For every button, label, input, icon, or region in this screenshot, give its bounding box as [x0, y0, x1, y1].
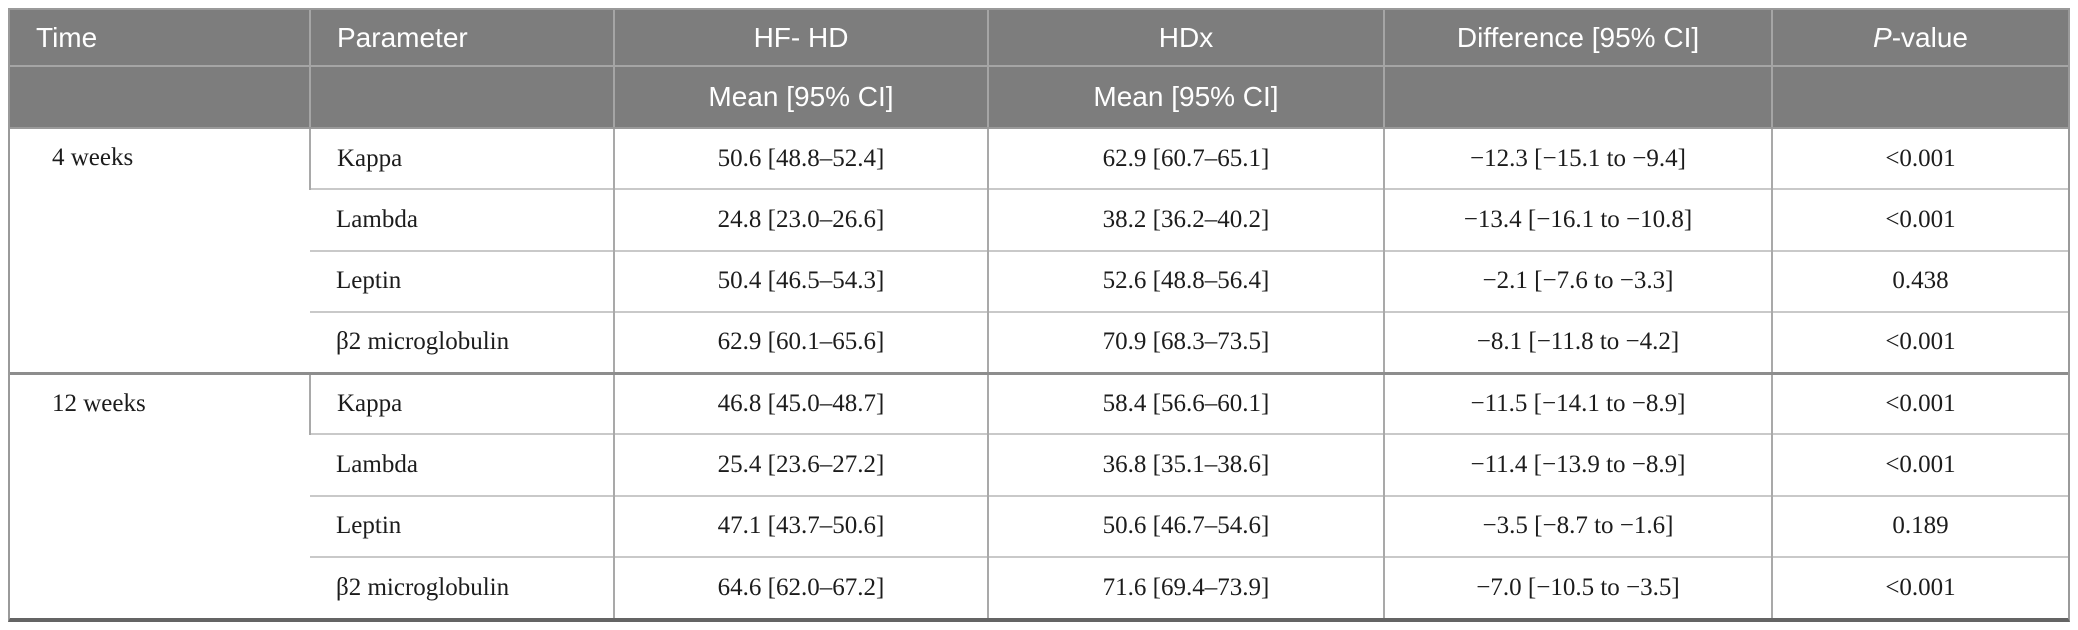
difference-cell: −12.3 [−15.1 to −9.4] [1383, 126, 1772, 190]
pvalue-cell: 0.438 [1771, 249, 2068, 312]
hdx-cell: 70.9 [68.3–73.5] [987, 310, 1384, 373]
hdx-cell: 58.4 [56.6–60.1] [987, 371, 1384, 435]
time-cell: 12 weeks [10, 371, 310, 618]
hfhd-cell: 62.9 [60.1–65.6] [613, 310, 988, 373]
difference-cell: −2.1 [−7.6 to −3.3] [1383, 249, 1772, 312]
subheader-hfhd-mean-ci: Mean [95% CI] [613, 66, 988, 129]
column-header-parameter: Parameter [309, 10, 614, 67]
hdx-cell: 36.8 [35.1–38.6] [987, 433, 1384, 496]
subheader-parameter-empty [309, 66, 614, 129]
pvalue-cell: <0.001 [1771, 310, 2068, 373]
table-row: β2 microglobulin 62.9 [60.1–65.6] 70.9 [… [10, 310, 2068, 373]
subheader-difference-empty [1383, 66, 1772, 129]
column-header-difference: Difference [95% CI] [1383, 10, 1772, 67]
header-row-1: Time Parameter HF- HD HDx Difference [95… [10, 10, 2068, 67]
hdx-cell: 62.9 [60.7–65.1] [987, 126, 1384, 190]
hfhd-cell: 64.6 [62.0–67.2] [613, 555, 988, 618]
table-row: Leptin 47.1 [43.7–50.6] 50.6 [46.7–54.6]… [10, 494, 2068, 557]
hdx-cell: 71.6 [69.4–73.9] [987, 555, 1384, 618]
pvalue-cell: <0.001 [1771, 433, 2068, 496]
parameter-cell: Leptin [310, 494, 614, 557]
column-header-pvalue: P-value [1771, 10, 2068, 67]
hfhd-cell: 47.1 [43.7–50.6] [613, 494, 988, 557]
pvalue-cell: <0.001 [1771, 126, 2068, 190]
pvalue-cell: <0.001 [1771, 188, 2068, 251]
time-cell: 4 weeks [10, 127, 310, 373]
column-header-hfhd: HF- HD [613, 10, 988, 67]
hfhd-cell: 25.4 [23.6–27.2] [613, 433, 988, 496]
parameter-cell: β2 microglobulin [310, 310, 614, 373]
pvalue-header-italic-p: P [1873, 21, 1892, 53]
column-header-hdx: HDx [987, 10, 1384, 67]
pvalue-cell: <0.001 [1771, 555, 2068, 618]
table-body: 4 weeks Kappa 50.6 [48.8–52.4] 62.9 [60.… [10, 126, 2068, 618]
table-row: Lambda 24.8 [23.0–26.6] 38.2 [36.2–40.2]… [10, 188, 2068, 251]
hfhd-cell: 50.6 [48.8–52.4] [613, 126, 988, 190]
parameter-cell: Leptin [310, 249, 614, 312]
parameter-cell: Kappa [309, 371, 614, 435]
table-row: 4 weeks Kappa 50.6 [48.8–52.4] 62.9 [60.… [10, 126, 2068, 373]
header-row-2: Mean [95% CI] Mean [95% CI] [10, 66, 2068, 129]
parameter-cell: Kappa [309, 126, 614, 190]
hfhd-cell: 50.4 [46.5–54.3] [613, 249, 988, 312]
difference-cell: −11.4 [−13.9 to −8.9] [1383, 433, 1772, 496]
subheader-time-empty [10, 66, 310, 129]
results-table: Time Parameter HF- HD HDx Difference [95… [10, 10, 2068, 618]
results-table-container: Time Parameter HF- HD HDx Difference [95… [8, 8, 2070, 622]
hdx-cell: 50.6 [46.7–54.6] [987, 494, 1384, 557]
table-header: Time Parameter HF- HD HDx Difference [95… [10, 10, 2068, 129]
pvalue-cell: <0.001 [1771, 371, 2068, 435]
column-header-time: Time [10, 10, 310, 67]
difference-cell: −7.0 [−10.5 to −3.5] [1383, 555, 1772, 618]
hdx-cell: 38.2 [36.2–40.2] [987, 188, 1384, 251]
table-row: Leptin 50.4 [46.5–54.3] 52.6 [48.8–56.4]… [10, 249, 2068, 312]
difference-cell: −3.5 [−8.7 to −1.6] [1383, 494, 1772, 557]
parameter-cell: Lambda [310, 188, 614, 251]
table-row: 12 weeks Kappa 46.8 [45.0–48.7] 58.4 [56… [10, 371, 2068, 618]
difference-cell: −11.5 [−14.1 to −8.9] [1383, 371, 1772, 435]
table-row: Lambda 25.4 [23.6–27.2] 36.8 [35.1–38.6]… [10, 433, 2068, 496]
difference-cell: −13.4 [−16.1 to −10.8] [1383, 188, 1772, 251]
parameter-cell: β2 microglobulin [310, 555, 614, 618]
table-row: β2 microglobulin 64.6 [62.0–67.2] 71.6 [… [10, 555, 2068, 618]
subheader-pvalue-empty [1771, 66, 2068, 129]
hfhd-cell: 24.8 [23.0–26.6] [613, 188, 988, 251]
hfhd-cell: 46.8 [45.0–48.7] [613, 371, 988, 435]
hdx-cell: 52.6 [48.8–56.4] [987, 249, 1384, 312]
difference-cell: −8.1 [−11.8 to −4.2] [1383, 310, 1772, 373]
pvalue-cell: 0.189 [1771, 494, 2068, 557]
pvalue-header-rest: -value [1891, 21, 1968, 53]
subheader-hdx-mean-ci: Mean [95% CI] [987, 66, 1384, 129]
parameter-cell: Lambda [310, 433, 614, 496]
